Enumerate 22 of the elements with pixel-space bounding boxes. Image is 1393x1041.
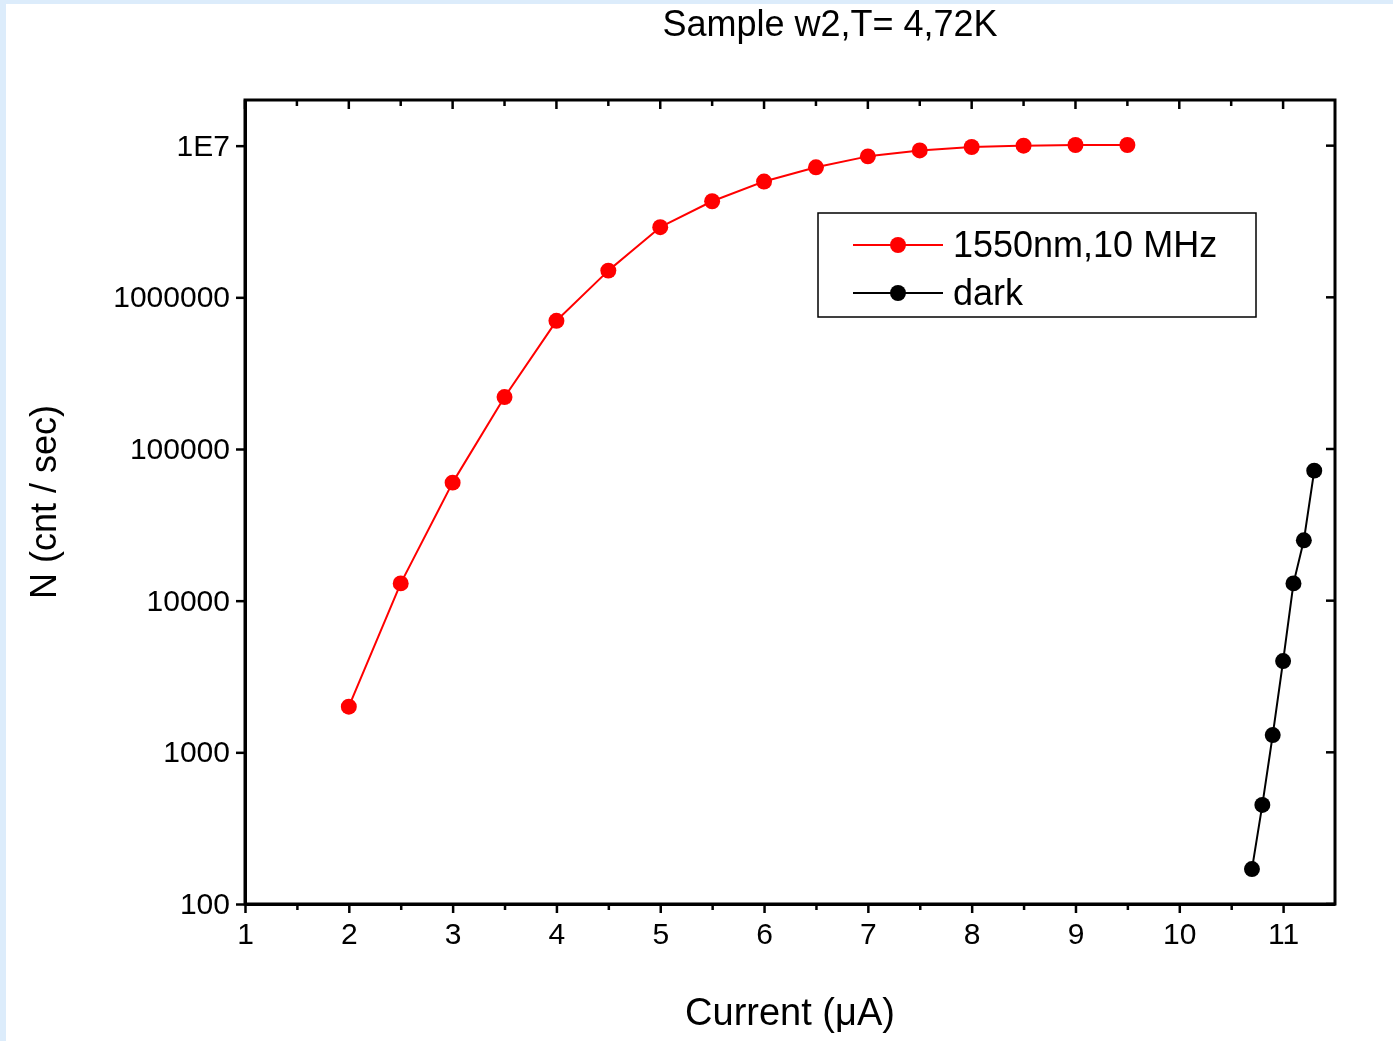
y-tick-label: 1E7 (176, 128, 230, 162)
x-axis-title: Current (μA) (685, 991, 895, 1033)
y-tick-label: 1000 (163, 735, 230, 769)
y-tick-label: 100 (179, 887, 230, 921)
x-tick-label: 2 (340, 917, 358, 951)
chart-title: Sample w2,T= 4,72K (662, 3, 998, 44)
x-tick-label: 6 (756, 917, 773, 951)
legend-label: dark (953, 272, 1025, 313)
x-tick-label: 5 (652, 917, 670, 951)
x-tick-label: 3 (444, 917, 462, 951)
y-axis-title: N (cnt / sec) (23, 404, 64, 600)
x-tick-label: 1 (237, 917, 254, 951)
x-tick-label: 8 (963, 917, 981, 951)
y-tick-label: 10000 (146, 583, 230, 617)
y-tick-label: 1000000 (113, 280, 230, 314)
x-tick-label: 11 (1268, 917, 1300, 951)
x-tick-label: 10 (1163, 917, 1197, 951)
x-tick-label: 4 (548, 917, 566, 951)
x-tick-label: 9 (1067, 917, 1085, 951)
y-tick-label: 100000 (129, 432, 230, 466)
x-tick-label: 7 (860, 917, 877, 951)
legend-label: 1550nm,10 MHz (953, 224, 1218, 265)
